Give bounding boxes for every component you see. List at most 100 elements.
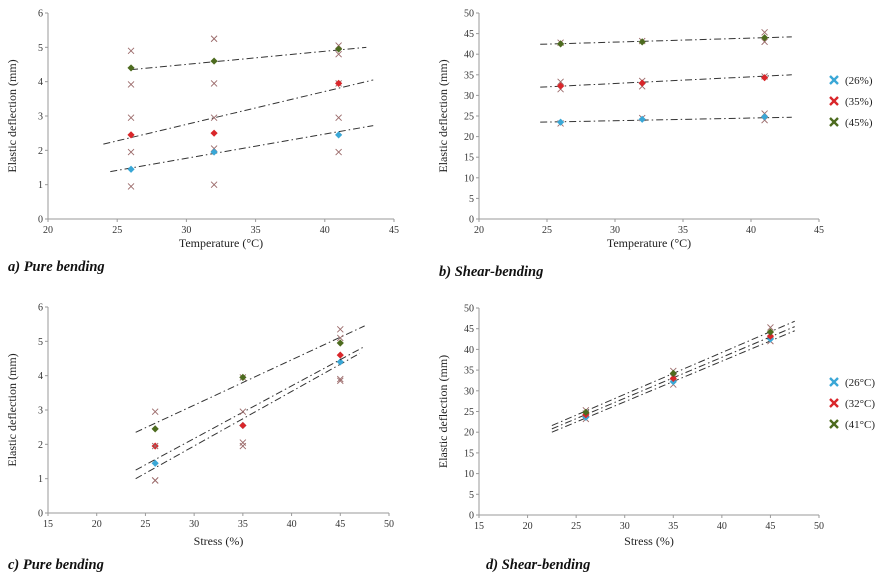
y-tick-label: 15: [464, 448, 474, 459]
mean-point: [336, 339, 344, 347]
mean-point: [766, 332, 775, 340]
sample-point: [239, 439, 247, 446]
mean-point: [336, 351, 344, 359]
x-tick-label: 35: [678, 225, 688, 236]
sample-point-stroke-2: [761, 38, 768, 46]
trend-line: [540, 36, 792, 45]
chart-panel-d: 0 5 10 15 20 25 30 35 40 45 50 15 20 25 30 35 40 45 50 Stre…: [436, 304, 875, 574]
y-axis-label: Elastic deflection (mm): [436, 355, 450, 468]
y-tick-label: 4: [38, 77, 43, 88]
x-tick-label: 45: [814, 225, 824, 236]
y-tick-label: 10: [464, 469, 474, 480]
legend-marker: [829, 96, 839, 106]
chart-caption: c) Pure bending: [8, 557, 104, 573]
legend-marker: [829, 377, 839, 387]
series-3: [551, 320, 795, 427]
legend-entry: (45%): [845, 117, 873, 129]
y-tick-label: 0: [469, 511, 474, 522]
legend-marker: [829, 398, 839, 408]
sample-point: [151, 408, 159, 416]
y-tick-label: 45: [464, 324, 474, 335]
legend-entry: (41°C): [845, 419, 875, 431]
sample-point: [239, 442, 247, 450]
mean-point: [336, 358, 344, 366]
y-axis-label: Elastic deflection (mm): [436, 59, 450, 172]
sample-point: [210, 114, 218, 122]
x-tick-label: 20: [523, 521, 533, 532]
series-3: [135, 325, 365, 450]
y-tick-label: 4: [38, 371, 43, 382]
x-tick-label: 15: [474, 521, 484, 532]
sample-point-stroke-2: [557, 78, 564, 86]
x-axis-label: Stress (%): [624, 534, 674, 548]
x-tick-label: 45: [389, 225, 399, 236]
trend-line: [103, 79, 374, 145]
sample-point: [557, 78, 564, 86]
series-1: [135, 352, 361, 484]
sample-point-stroke-2: [210, 181, 218, 188]
y-axis-label: Elastic deflection (mm): [5, 59, 19, 172]
mean-point: [638, 115, 646, 123]
trend-line: [135, 325, 365, 433]
mean-point: [557, 40, 565, 48]
sample-point-stroke-2: [336, 375, 344, 383]
sample-point-stroke-2: [335, 114, 342, 122]
legend: (26%) (35%) (45%): [829, 75, 873, 129]
y-tick-label: 40: [464, 345, 474, 356]
y-tick-label: 20: [464, 132, 474, 143]
series-1: [110, 114, 374, 190]
legend: (26°C) (32°C) (41°C): [829, 377, 875, 431]
mean-point: [557, 118, 565, 126]
legend-marker: [829, 75, 839, 85]
sample-point-stroke-2: [151, 408, 159, 416]
sample-point: [335, 114, 342, 122]
mean-point: [210, 57, 218, 65]
x-axis-label: Temperature (°C): [179, 236, 263, 250]
x-axis-label: Stress (%): [194, 534, 244, 548]
mean-point: [239, 421, 247, 430]
sample-point: [239, 408, 247, 416]
y-axis-label: Elastic deflection (mm): [5, 353, 19, 466]
trend-line: [135, 352, 361, 480]
sample-point-stroke-2: [127, 183, 135, 190]
series-3: [540, 29, 792, 48]
sample-point-stroke-2: [335, 50, 342, 58]
trend-line: [130, 46, 367, 71]
mean-point: [151, 425, 159, 433]
sample-point-stroke-2: [127, 114, 135, 122]
sample-point: [336, 375, 344, 383]
mean-point: [210, 148, 218, 156]
series-2: [103, 79, 374, 156]
y-tick-label: 2: [38, 440, 43, 451]
series-2: [551, 326, 795, 430]
mean-point: [127, 165, 135, 173]
x-tick-label: 30: [610, 225, 620, 236]
y-tick-label: 0: [38, 215, 43, 226]
x-tick-label: 25: [112, 225, 122, 236]
sample-point-stroke-2: [210, 114, 218, 122]
x-tick-label: 30: [189, 519, 199, 530]
mean-point: [557, 82, 565, 90]
sample-point: [127, 114, 135, 122]
sample-point-stroke-2: [151, 442, 159, 450]
y-tick-label: 3: [38, 112, 43, 123]
sample-point: [127, 183, 135, 190]
x-tick-label: 50: [814, 521, 824, 532]
sample-point-stroke-2: [335, 148, 342, 156]
mean-point: [335, 131, 343, 139]
legend-marker-stroke-2: [829, 377, 839, 387]
y-tick-label: 45: [464, 29, 474, 40]
y-tick-label: 5: [38, 337, 43, 348]
sample-point: [127, 148, 135, 156]
x-tick-label: 20: [92, 519, 102, 530]
sample-point: [335, 148, 342, 156]
sample-point-stroke-2: [336, 377, 344, 385]
y-tick-label: 20: [464, 428, 474, 439]
x-tick-label: 35: [251, 225, 261, 236]
chart-panel-b: 0 5 10 15 20 25 30 35 40 45 50 20 25 30 35 40 45 Temperat…: [436, 9, 873, 281]
sample-point: [761, 29, 768, 36]
y-tick-label: 6: [38, 303, 43, 314]
sample-point-stroke-2: [127, 47, 135, 55]
legend-entry: (35%): [845, 96, 873, 108]
